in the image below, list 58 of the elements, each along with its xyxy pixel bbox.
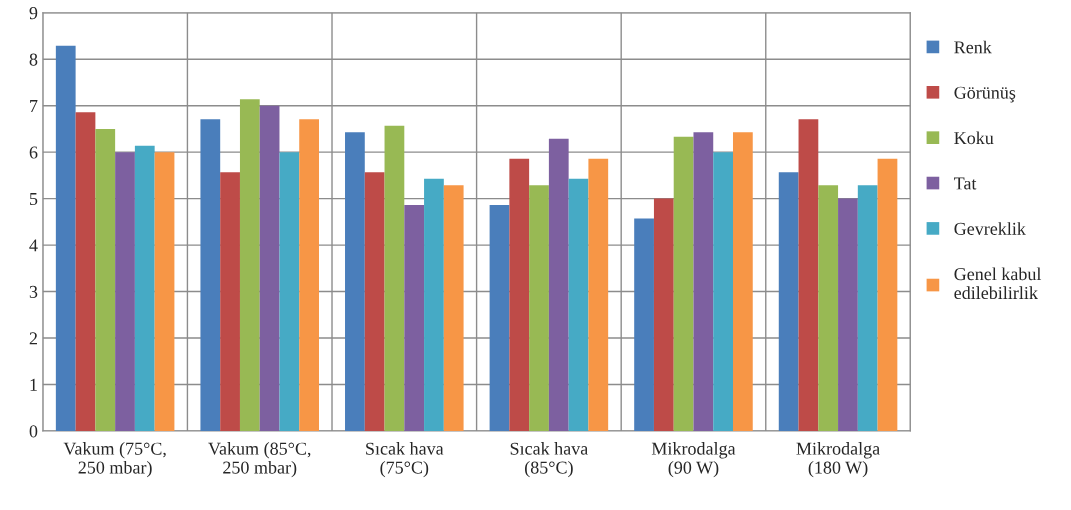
y-tick-label: 9 bbox=[29, 7, 38, 20]
bar bbox=[220, 172, 240, 431]
legend-label: Görünüş bbox=[954, 86, 1016, 103]
x-tick-label: Sıcak hava (85°C) bbox=[510, 442, 588, 478]
bar bbox=[345, 132, 365, 431]
y-tick-label: 0 bbox=[29, 425, 38, 438]
bar bbox=[634, 218, 654, 431]
y-tick-label: 5 bbox=[30, 193, 38, 206]
y-tick-label: 7 bbox=[30, 100, 38, 112]
bar bbox=[509, 158, 530, 431]
y-tick-label: 4 bbox=[29, 239, 38, 252]
bar bbox=[95, 128, 116, 431]
legend-label: Koku bbox=[954, 131, 994, 145]
bar bbox=[200, 119, 221, 431]
bar bbox=[299, 119, 319, 431]
bar bbox=[489, 205, 510, 431]
bar bbox=[115, 152, 135, 431]
bar bbox=[653, 198, 674, 431]
bar bbox=[693, 132, 714, 431]
y-tick-label: 6 bbox=[29, 146, 38, 159]
bar bbox=[55, 45, 76, 431]
x-tick-label: Mikrodalga (180 W) bbox=[796, 442, 880, 478]
legend-label: Tat bbox=[954, 177, 977, 190]
bar bbox=[364, 172, 385, 431]
bar bbox=[259, 105, 280, 431]
x-tick-label: Mikrodalga (90 W) bbox=[651, 442, 736, 478]
bar bbox=[529, 185, 549, 431]
bar bbox=[857, 185, 878, 431]
bar bbox=[568, 178, 589, 431]
bar bbox=[838, 198, 858, 431]
bar bbox=[588, 158, 609, 431]
bar bbox=[404, 205, 425, 431]
bar bbox=[443, 185, 464, 431]
bar bbox=[384, 125, 405, 431]
bar bbox=[818, 185, 839, 431]
legend-label: Gevreklik bbox=[954, 222, 1026, 235]
y-tick-label: 8 bbox=[29, 53, 38, 66]
bar bbox=[239, 99, 260, 431]
x-tick-label: Vakum (85°C, 250 mbar) bbox=[208, 442, 311, 478]
bar bbox=[732, 132, 753, 431]
bar bbox=[798, 119, 819, 431]
bar bbox=[673, 136, 694, 431]
y-tick-label: 2 bbox=[29, 332, 37, 345]
x-tick-label: Sıcak hava (75°C) bbox=[366, 442, 444, 478]
bar bbox=[424, 178, 444, 431]
x-tick-label: Vakum (75°C, 250 mbar) bbox=[63, 442, 166, 478]
y-tick-label: 3 bbox=[29, 285, 38, 298]
bar bbox=[134, 145, 155, 431]
legend-label: Genel kabul edilebilirlik bbox=[954, 267, 1042, 300]
legend-label: Renk bbox=[954, 40, 992, 54]
bar bbox=[877, 158, 898, 431]
bar bbox=[713, 152, 733, 431]
bar bbox=[75, 112, 96, 431]
y-tick-label: 1 bbox=[30, 378, 37, 391]
bar bbox=[154, 152, 175, 431]
bar bbox=[778, 172, 799, 431]
bar bbox=[279, 152, 300, 431]
bar bbox=[548, 138, 569, 431]
